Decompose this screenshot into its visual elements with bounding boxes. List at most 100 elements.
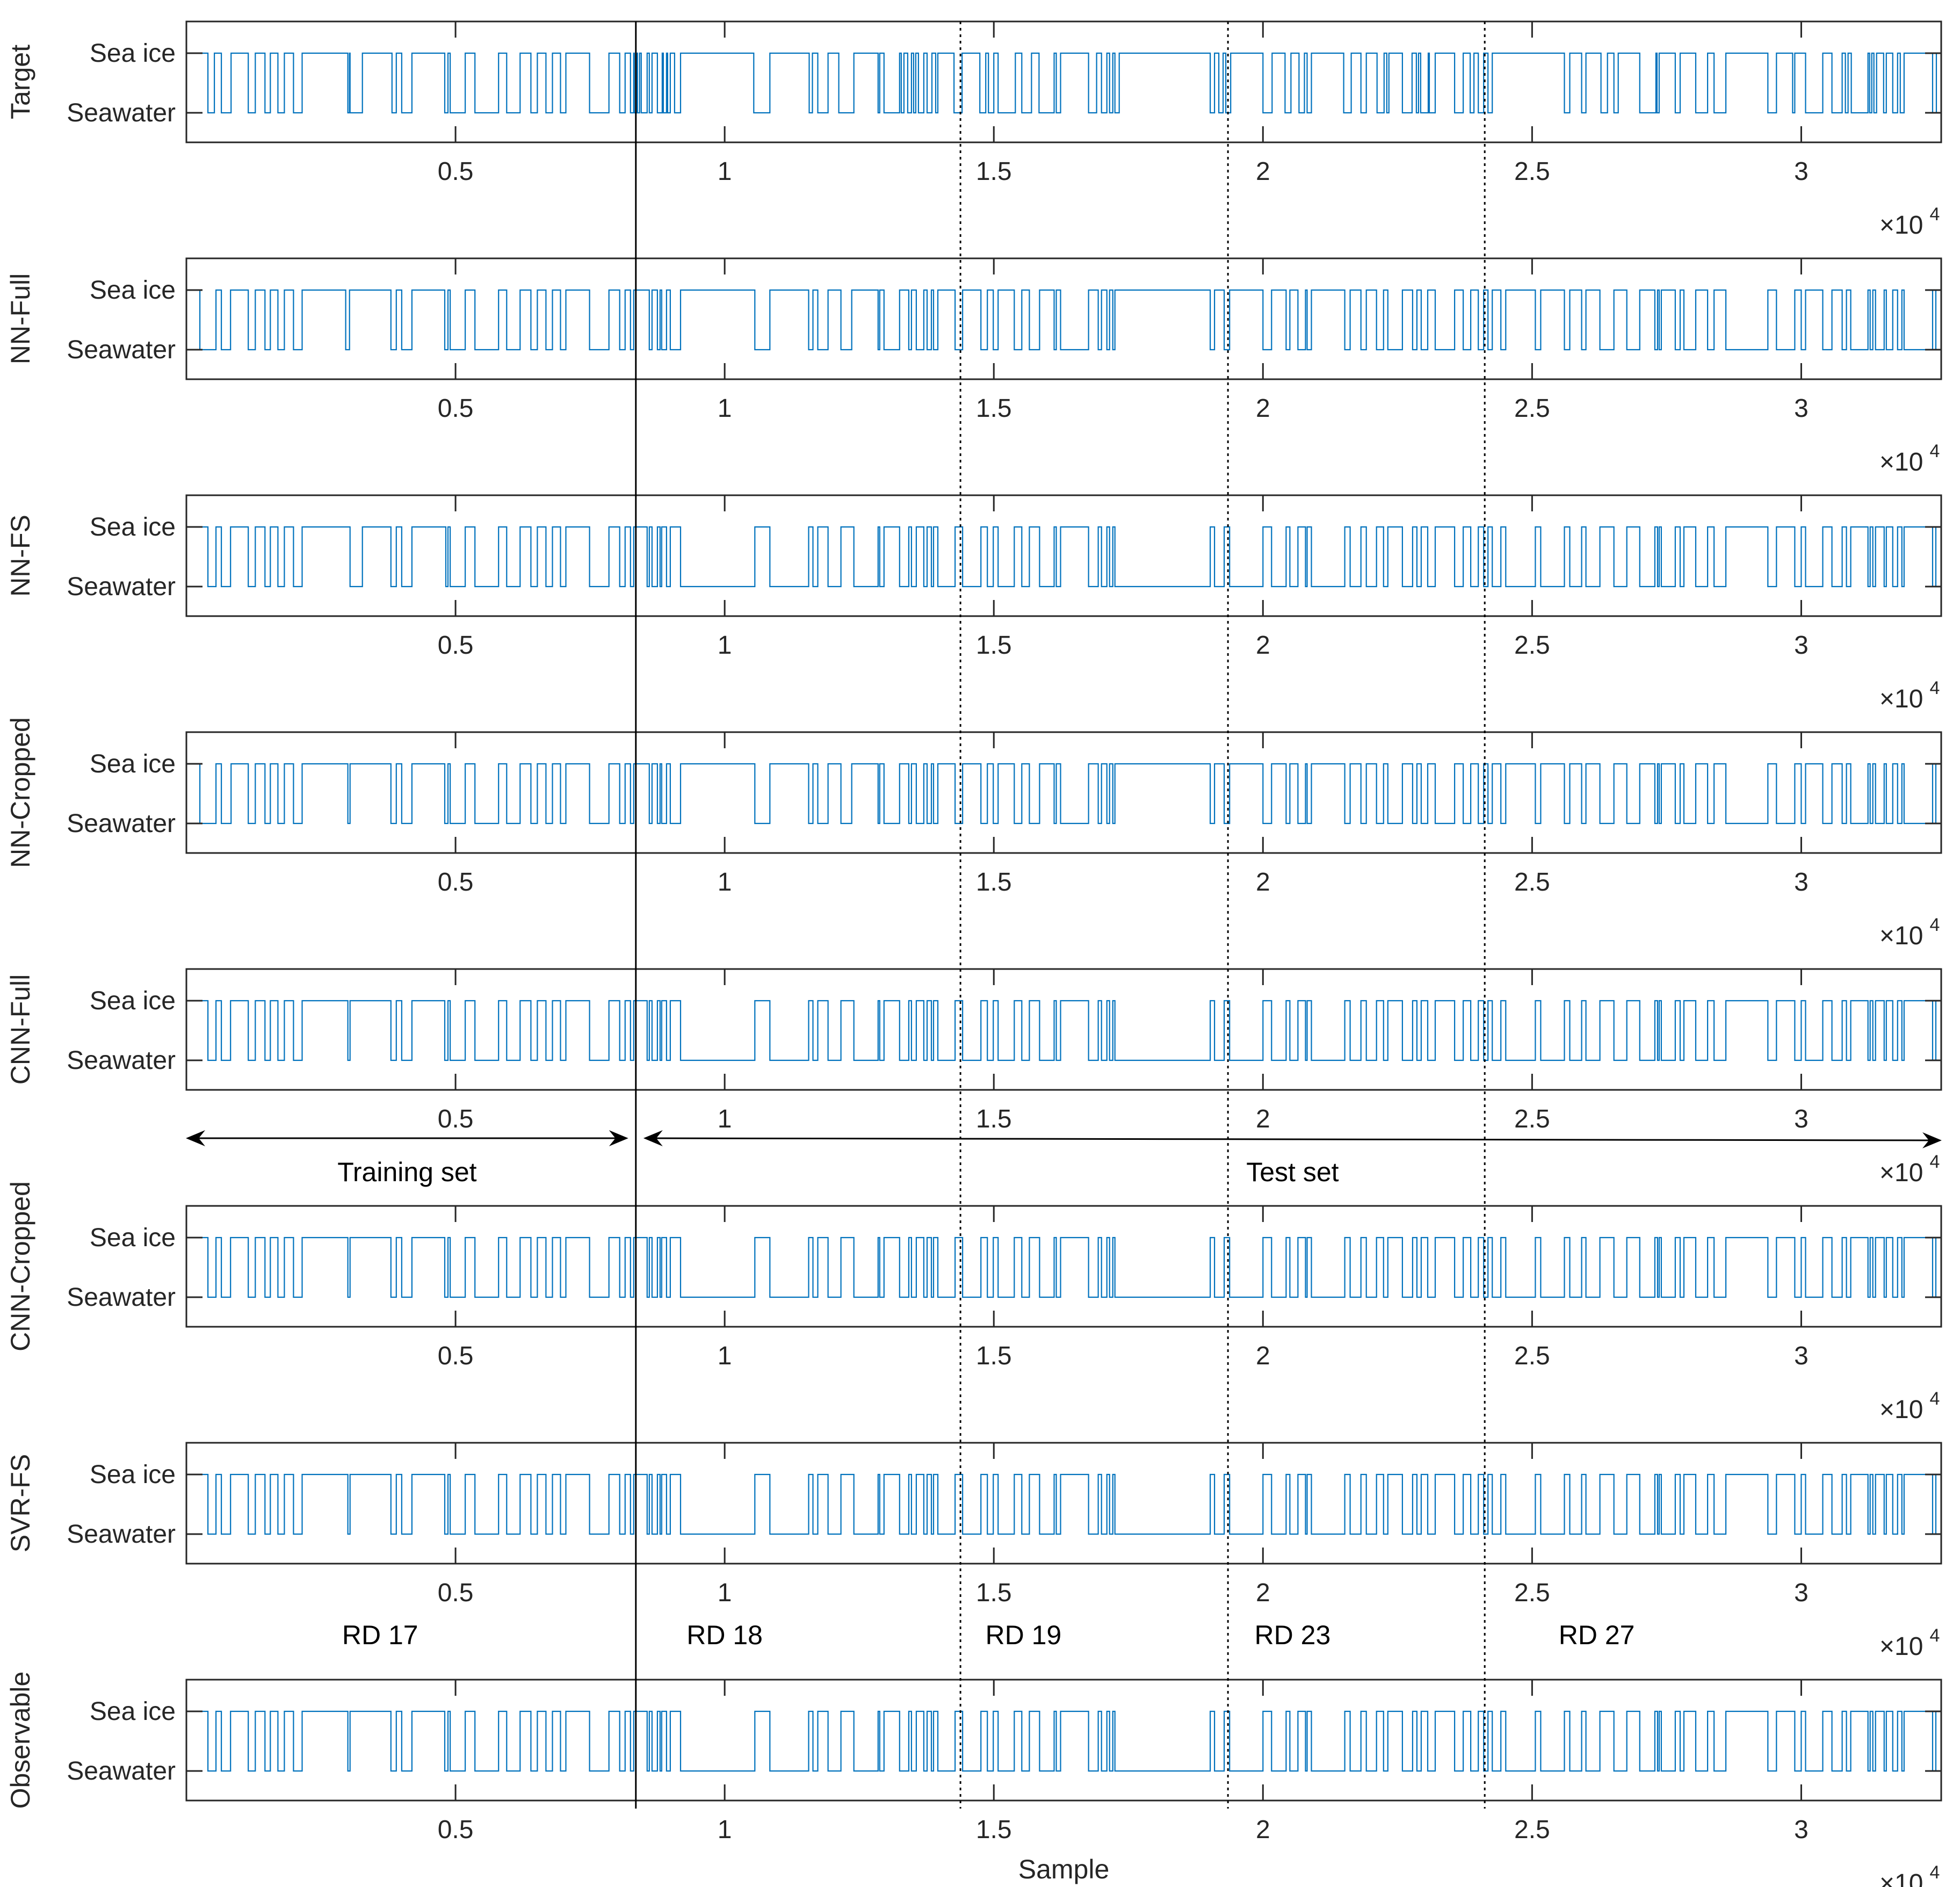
- x-tick-label: 2.5: [1514, 1105, 1550, 1133]
- x-tick-label: 0.5: [438, 1816, 474, 1844]
- x-tick-label: 2: [1256, 157, 1270, 186]
- x-tick-label: 2: [1256, 394, 1270, 423]
- axes-box: [185, 494, 1942, 617]
- x-tick-label: 1.5: [976, 1105, 1012, 1133]
- x-tick-label: 1.5: [976, 157, 1012, 186]
- y-tick-label: Sea ice: [90, 1461, 176, 1489]
- panel-cnn-full: Sea ice Seawater CNN-Full 0.5 1 1.5 2 2.5 3 ×10 4: [5, 968, 1942, 1187]
- y-axis-label: SVR-FS: [5, 1454, 35, 1552]
- x-tick-label: 2: [1256, 868, 1270, 896]
- y-tick-label: Sea ice: [90, 750, 176, 778]
- test-set-arrow: [643, 1130, 1942, 1148]
- y-tick-label: Seawater: [67, 809, 176, 838]
- x-exponent-power: 4: [1930, 441, 1940, 461]
- region-label: RD 19: [985, 1620, 1061, 1650]
- axes-box: [185, 257, 1942, 380]
- x-tick-label: 1: [718, 868, 732, 896]
- x-tick-label: 3: [1794, 1579, 1809, 1607]
- x-tick-label: 2.5: [1514, 1579, 1550, 1607]
- x-exponent-power: 4: [1930, 915, 1940, 935]
- x-tick-label: 0.5: [438, 1342, 474, 1370]
- x-exponent-label: ×10: [1879, 1159, 1923, 1187]
- y-axis-label: NN-Cropped: [5, 717, 35, 868]
- y-tick-label: Seawater: [67, 1283, 176, 1312]
- region-label: RD 17: [342, 1620, 418, 1650]
- x-tick-label: 1: [718, 157, 732, 186]
- region-label: RD 18: [686, 1620, 763, 1650]
- x-tick-label: 2.5: [1514, 1816, 1550, 1844]
- x-tick-label: 1: [718, 631, 732, 660]
- test-set-label: Test set: [1246, 1157, 1339, 1187]
- x-exponent-power: 4: [1930, 1389, 1940, 1409]
- x-exponent-label: ×10: [1879, 448, 1923, 476]
- series-line-nn-cropped: [186, 763, 1941, 825]
- series-line-cnn-cropped: [186, 1237, 1941, 1298]
- x-exponent-label: ×10: [1879, 922, 1923, 950]
- y-axis-label: CNN-Cropped: [5, 1181, 35, 1351]
- x-tick-label: 0.5: [438, 157, 474, 186]
- x-tick-label: 1: [718, 394, 732, 423]
- region-label: RD 27: [1559, 1620, 1635, 1650]
- axes-box: [185, 1679, 1942, 1802]
- x-tick-label: 2: [1256, 1342, 1270, 1370]
- y-tick-label: Sea ice: [90, 39, 176, 68]
- x-tick-label: 3: [1794, 631, 1809, 660]
- x-tick-label: 2.5: [1514, 631, 1550, 660]
- x-tick-label: 3: [1794, 394, 1809, 423]
- x-tick-label: 3: [1794, 868, 1809, 896]
- y-tick-label: Seawater: [67, 99, 176, 127]
- y-axis-label: Observable: [5, 1672, 35, 1809]
- y-axis-label: NN-FS: [5, 515, 35, 597]
- x-exponent-power: 4: [1930, 204, 1940, 225]
- panel-nn-fs: Sea ice Seawater NN-FS 0.5 1 1.5 2 2.5 3 ×10 4: [5, 494, 1942, 713]
- y-axis-label: Target: [5, 45, 35, 119]
- x-exponent-label: ×10: [1879, 1869, 1923, 1887]
- x-tick-label: 0.5: [438, 394, 474, 423]
- x-tick-label: 3: [1794, 157, 1809, 186]
- y-tick-label: Sea ice: [90, 1697, 176, 1726]
- x-tick-label: 0.5: [438, 1579, 474, 1607]
- y-axis-label: CNN-Full: [5, 974, 35, 1085]
- x-tick-label: 0.5: [438, 1105, 474, 1133]
- x-tick-label: 2: [1256, 631, 1270, 660]
- series-line-target: [186, 52, 1941, 114]
- x-tick-label: 0.5: [438, 868, 474, 896]
- series-line-svr-fs: [186, 1473, 1941, 1535]
- x-tick-label: 3: [1794, 1342, 1809, 1370]
- y-tick-label: Seawater: [67, 336, 176, 364]
- x-tick-label: 2.5: [1514, 394, 1550, 423]
- axes-box: [185, 20, 1942, 143]
- y-tick-label: Sea ice: [90, 276, 176, 305]
- x-tick-label: 1.5: [976, 394, 1012, 423]
- x-tick-label: 1.5: [976, 1579, 1012, 1607]
- region-label: RD 23: [1255, 1620, 1331, 1650]
- y-tick-label: Seawater: [67, 573, 176, 601]
- x-tick-label: 2.5: [1514, 157, 1550, 186]
- x-exponent-power: 4: [1930, 1152, 1940, 1172]
- x-tick-label: 1.5: [976, 631, 1012, 660]
- x-tick-label: 1.5: [976, 1816, 1012, 1844]
- x-exponent-label: ×10: [1879, 1632, 1923, 1661]
- y-tick-label: Sea ice: [90, 987, 176, 1015]
- x-tick-label: 2: [1256, 1105, 1270, 1133]
- x-exponent-power: 4: [1930, 678, 1940, 698]
- x-exponent-label: ×10: [1879, 1396, 1923, 1424]
- x-tick-label: 3: [1794, 1816, 1809, 1844]
- x-tick-label: 2: [1256, 1579, 1270, 1607]
- x-tick-label: 1: [718, 1342, 732, 1370]
- y-tick-label: Seawater: [67, 1046, 176, 1075]
- x-tick-label: 1.5: [976, 1342, 1012, 1370]
- training-set-label: Training set: [337, 1157, 476, 1187]
- y-tick-label: Seawater: [67, 1520, 176, 1549]
- y-tick-label: Seawater: [67, 1757, 176, 1785]
- panel-nn-full: Sea ice Seawater NN-Full 0.5 1 1.5 2 2.5 3 ×10 4: [5, 257, 1942, 476]
- x-tick-label: 2: [1256, 1816, 1270, 1844]
- panel-cnn-cropped: Sea ice Seawater CNN-Cropped 0.5 1 1.5 2 2.5 3 ×1…: [5, 1181, 1942, 1424]
- y-tick-label: Sea ice: [90, 1224, 176, 1252]
- y-axis-label: NN-Full: [5, 273, 35, 364]
- series-line-cnn-full: [186, 1000, 1941, 1061]
- x-tick-label: 2.5: [1514, 868, 1550, 896]
- series-line-nn-fs: [186, 526, 1941, 588]
- panel-target: Sea ice Seawater Target 0.5 1 1.5 2 2.5 3 ×10 4: [5, 20, 1942, 240]
